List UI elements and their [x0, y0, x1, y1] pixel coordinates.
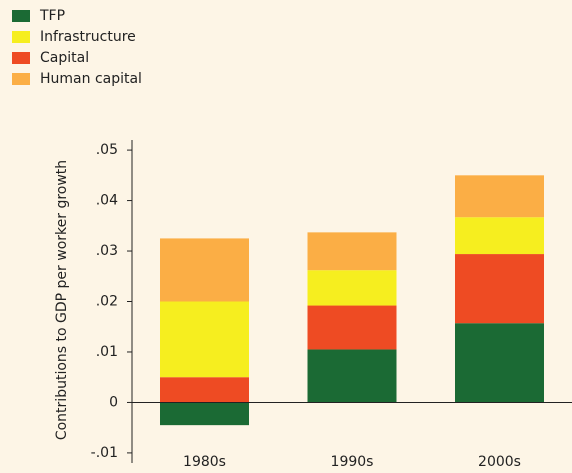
bar-segment — [455, 175, 544, 218]
bar-segment — [455, 323, 544, 403]
legend-label: Infrastructure — [40, 29, 136, 45]
y-tick-label: 0 — [109, 394, 118, 410]
bar-segment — [307, 270, 397, 306]
bar-segment — [160, 402, 249, 426]
y-tick-label: .03 — [96, 243, 118, 259]
bar-segment — [160, 238, 249, 302]
bar-segment — [455, 254, 544, 324]
legend-label: Capital — [40, 50, 89, 66]
legend-label: Human capital — [40, 71, 142, 87]
x-tick-label: 2000s — [478, 454, 521, 470]
bar-segment — [160, 377, 249, 403]
bar-segment — [307, 349, 397, 403]
bar-segment — [307, 305, 397, 350]
legend-swatch — [12, 52, 30, 64]
y-tick-label: -.01 — [91, 445, 118, 461]
y-tick-label: .04 — [96, 193, 118, 209]
x-tick-label: 1980s — [183, 454, 226, 470]
y-tick-label: .01 — [96, 344, 118, 360]
legend-swatch — [12, 10, 30, 22]
y-axis-label: Contributions to GDP per worker growth — [54, 160, 70, 440]
bar-segment — [160, 301, 249, 378]
legend-label: TFP — [39, 8, 65, 24]
legend-swatch — [12, 31, 30, 43]
bar-segment — [455, 217, 544, 255]
bar-segment — [307, 232, 397, 271]
y-tick-label: .02 — [96, 294, 118, 310]
y-tick-label: .05 — [96, 142, 118, 158]
legend-swatch — [12, 73, 30, 85]
x-tick-label: 1990s — [331, 454, 374, 470]
